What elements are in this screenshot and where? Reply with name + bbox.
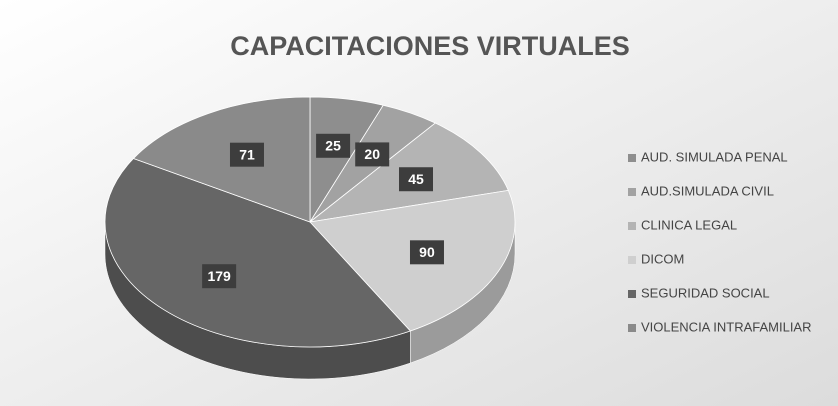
data-label-box [409,240,444,265]
legend-label: AUD.SIMULADA CIVIL [641,183,774,198]
data-label: 179 [207,268,231,284]
legend-label: DICOM [641,251,684,266]
legend-label: SEGURIDAD SOCIAL [641,285,770,300]
slice [104,157,412,348]
data-label: 90 [419,244,435,260]
data-label-box [399,167,434,192]
data-label: 25 [325,137,341,153]
legend-swatch [628,154,636,162]
legend-swatch [628,188,636,196]
chart-title: CAPACITACIONES VIRTUALES [230,31,630,61]
data-label-box [229,142,264,167]
legend-swatch [628,256,636,264]
legend-label: CLINICA LEGAL [641,217,737,232]
legend-swatch [628,290,636,298]
legend-label: AUD. SIMULADA PENAL [641,149,788,164]
data-label: 20 [364,146,380,162]
data-label: 45 [408,171,424,187]
legend-label: VIOLENCIA INTRAFAMILIAR [641,319,812,334]
legend-swatch [628,222,636,230]
data-label-box [355,142,390,167]
data-label: 71 [239,146,255,162]
data-label-box [202,264,237,289]
legend-swatch [628,324,636,332]
slice [132,96,311,223]
data-label-box [316,133,351,158]
